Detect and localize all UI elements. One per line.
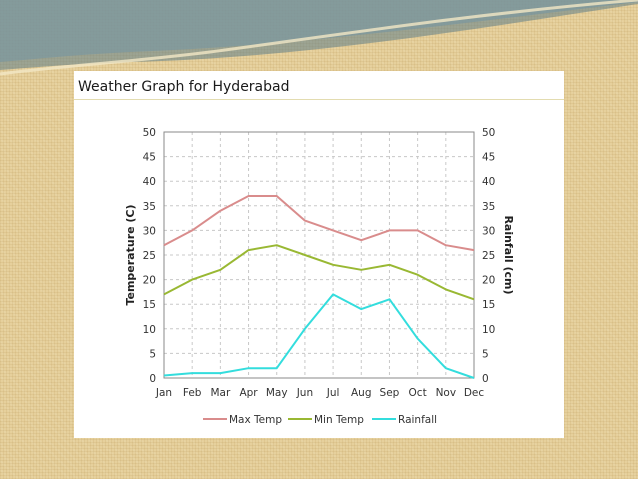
x-tick-label: Oct	[409, 387, 427, 399]
x-tick-label: Jan	[155, 387, 172, 399]
y-tick-label-left: 30	[143, 225, 156, 237]
legend-label: Max Temp	[229, 414, 282, 426]
y-tick-label-left: 45	[143, 152, 156, 164]
y-tick-label-right: 50	[482, 127, 495, 139]
series-line-rainfall	[163, 293, 475, 379]
y-tick-label-right: 10	[482, 324, 495, 336]
y-tick-label-right: 25	[482, 250, 495, 262]
x-tick-label: Jun	[296, 387, 313, 399]
title-divider	[74, 99, 564, 100]
x-tick-label: May	[266, 387, 288, 399]
y-tick-label-right: 30	[482, 225, 495, 237]
x-tick-label: Mar	[210, 387, 230, 399]
y-tick-label-left: 50	[143, 127, 156, 139]
x-tick-label: Apr	[239, 387, 258, 399]
series-line-min-temp	[163, 244, 475, 301]
y-axis-label-right: Rainfall (cm)	[502, 215, 515, 294]
x-tick-label: Sep	[380, 387, 400, 399]
y-tick-label-left: 0	[149, 373, 156, 385]
y-tick-label-left: 15	[143, 299, 156, 311]
y-axis-label-left: Temperature (C)	[124, 204, 137, 305]
y-tick-label-right: 40	[482, 176, 495, 188]
series-line-max-temp	[163, 195, 475, 252]
legend-label: Min Temp	[314, 414, 364, 426]
line-chart: 0 0 5 5 10 10 15 15 20 20 25 25 30 30 35 35 40 40 45 45 50 50…	[124, 127, 515, 426]
y-tick-label-left: 25	[143, 250, 156, 262]
chart-panel: Weather Graph for Hyderabad 0 0 5 5 10 10 15 15…	[74, 71, 564, 438]
x-tick-label: Aug	[351, 387, 372, 399]
y-tick-label-right: 15	[482, 299, 495, 311]
y-tick-label-right: 0	[482, 373, 489, 385]
y-tick-label-right: 20	[482, 275, 495, 287]
y-tick-label-left: 20	[143, 275, 156, 287]
y-tick-label-left: 35	[143, 201, 156, 213]
x-tick-label: Dec	[464, 387, 485, 399]
x-tick-label: Nov	[436, 387, 457, 399]
x-tick-label: Feb	[183, 387, 202, 399]
y-tick-label-right: 5	[482, 348, 489, 360]
y-tick-label-right: 45	[482, 152, 495, 164]
y-tick-label-left: 10	[143, 324, 156, 336]
x-tick-label: Jul	[326, 387, 340, 399]
chart-title: Weather Graph for Hyderabad	[78, 79, 290, 95]
y-tick-label-left: 5	[149, 348, 156, 360]
y-tick-label-left: 40	[143, 176, 156, 188]
legend-label: Rainfall	[398, 414, 437, 426]
y-tick-label-right: 35	[482, 201, 495, 213]
plot-frame	[163, 131, 475, 379]
